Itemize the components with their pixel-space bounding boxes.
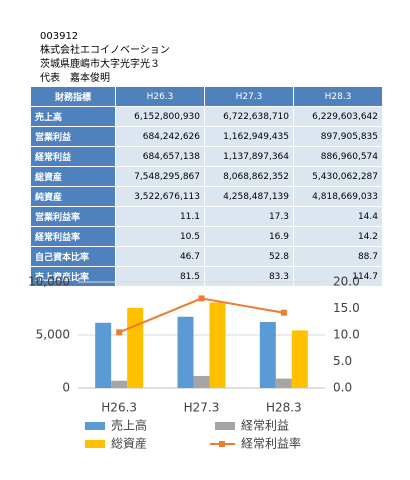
table-cell: 52.8 (204, 246, 294, 267)
line-marker (198, 295, 205, 302)
y-tick-label: 5,000 (36, 328, 70, 342)
bar (127, 307, 144, 388)
row-header: 総資産 (30, 166, 116, 187)
legend-swatch (85, 440, 105, 448)
x-tick-label: H26.3 (101, 401, 137, 415)
table-cell: 10.5 (115, 226, 205, 247)
y2-tick-label: 10.0 (333, 328, 360, 342)
table-cell: 886,960,574 (293, 146, 383, 167)
table-cell: 7,548,295,867 (115, 166, 205, 187)
table-cell: 17.3 (204, 206, 294, 227)
bar (291, 330, 308, 388)
header-line: 003912 (40, 31, 79, 42)
x-tick-label: H27.3 (184, 401, 220, 415)
table-cell: 6,229,603,642 (293, 106, 383, 127)
table-cell: 8,068,862,352 (204, 166, 294, 187)
table-cell: 14.4 (293, 206, 383, 227)
table-cell: 88.7 (293, 246, 383, 267)
row-header: 営業利益率 (30, 206, 116, 227)
table-row: 経常利益 684,657,138 1,137,897,364 886,960,574 (30, 146, 383, 167)
table-row: 経常利益率 10.5 16.9 14.2 (30, 226, 383, 247)
bar (193, 375, 210, 388)
row-header: 純資産 (30, 186, 116, 207)
table-cell: 16.9 (204, 226, 294, 247)
table-row: 財務指標 H26.3 H27.3 H28.3 (30, 86, 383, 107)
table-row: 売上高 6,152,800,930 6,722,638,710 6,229,603,6… (30, 106, 383, 127)
table-cell: 1,137,897,364 (204, 146, 294, 167)
table-cell: H28.3 (293, 86, 383, 107)
legend-label: 総資産 (111, 436, 147, 451)
table-cell: 897,905,835 (293, 126, 383, 147)
financial-table: 財務指標 H26.3 H27.3 H28.3 売上高 6,152,800,930 6,722… (30, 86, 383, 287)
row-header: 営業利益 (30, 126, 116, 147)
table-cell: 14.2 (293, 226, 383, 247)
legend-label: 売上高 (111, 418, 147, 433)
row-header: 経常利益 (30, 146, 116, 167)
line-marker (280, 309, 287, 316)
table-cell: H26.3 (115, 86, 205, 107)
table-cell: 11.1 (115, 206, 205, 227)
y-tick-label: 0 (62, 381, 70, 395)
table-cell: 46.7 (115, 246, 205, 267)
row-header: 売上高 (30, 106, 116, 127)
legend-swatch (85, 422, 105, 430)
table-cell: 4,258,487,139 (204, 186, 294, 207)
legend-marker (219, 441, 225, 447)
company-header: 003912 株式会社エコイノベーション 茨城県鹿嶋市大字光字光３ 代表 嘉本俊… (40, 30, 170, 86)
table-cell: 6,152,800,930 (115, 106, 205, 127)
table-cell: 684,242,626 (115, 126, 205, 147)
bar (95, 322, 112, 388)
table-cell: 4,818,669,033 (293, 186, 383, 207)
table-cell: 684,657,138 (115, 146, 205, 167)
bar (259, 321, 276, 388)
table-row: 営業利益 684,242,626 1,162,949,435 897,905,835 (30, 126, 383, 147)
row-header: 自己資本比率 (30, 246, 116, 267)
row-header: 財務指標 (30, 86, 116, 107)
y2-tick-label: 15.0 (333, 301, 360, 315)
table-cell: 3,522,676,113 (115, 186, 205, 207)
header-line: 代表 嘉本俊明 (40, 73, 110, 84)
bar (209, 302, 226, 388)
line-marker (116, 329, 123, 336)
table-row: 自己資本比率 46.7 52.8 88.7 (30, 246, 383, 267)
y-tick-label: 10,000 (28, 275, 70, 289)
bar (111, 380, 128, 388)
header-line: 茨城県鹿嶋市大字光字光３ (40, 59, 160, 70)
bar (275, 378, 292, 388)
y2-tick-label: 20.0 (333, 275, 360, 289)
header-line: 株式会社エコイノベーション (40, 45, 170, 56)
y2-tick-label: 0.0 (333, 381, 352, 395)
table-cell: 1,162,949,435 (204, 126, 294, 147)
legend-label: 経常利益 (241, 419, 289, 433)
y2-tick-label: 5.0 (333, 354, 352, 368)
table-row: 営業利益率 11.1 17.3 14.4 (30, 206, 383, 227)
bar (177, 316, 194, 388)
row-header: 経常利益率 (30, 226, 116, 247)
legend-label: 経常利益率 (241, 436, 301, 451)
table-cell: H27.3 (204, 86, 294, 107)
table-cell: 6,722,638,710 (204, 106, 294, 127)
chart: 0 5,000 10,000 0.0 5.0 10.0 15.0 20.0 H26.3 H27.3… (28, 275, 360, 451)
table-cell: 5,430,062,287 (293, 166, 383, 187)
legend-swatch (215, 422, 235, 430)
table-row: 総資産 7,548,295,867 8,068,862,352 5,430,062,2… (30, 166, 383, 187)
table-row: 純資産 3,522,676,113 4,258,487,139 4,818,669,0… (30, 186, 383, 207)
line (118, 297, 285, 334)
x-tick-label: H28.3 (266, 401, 302, 415)
